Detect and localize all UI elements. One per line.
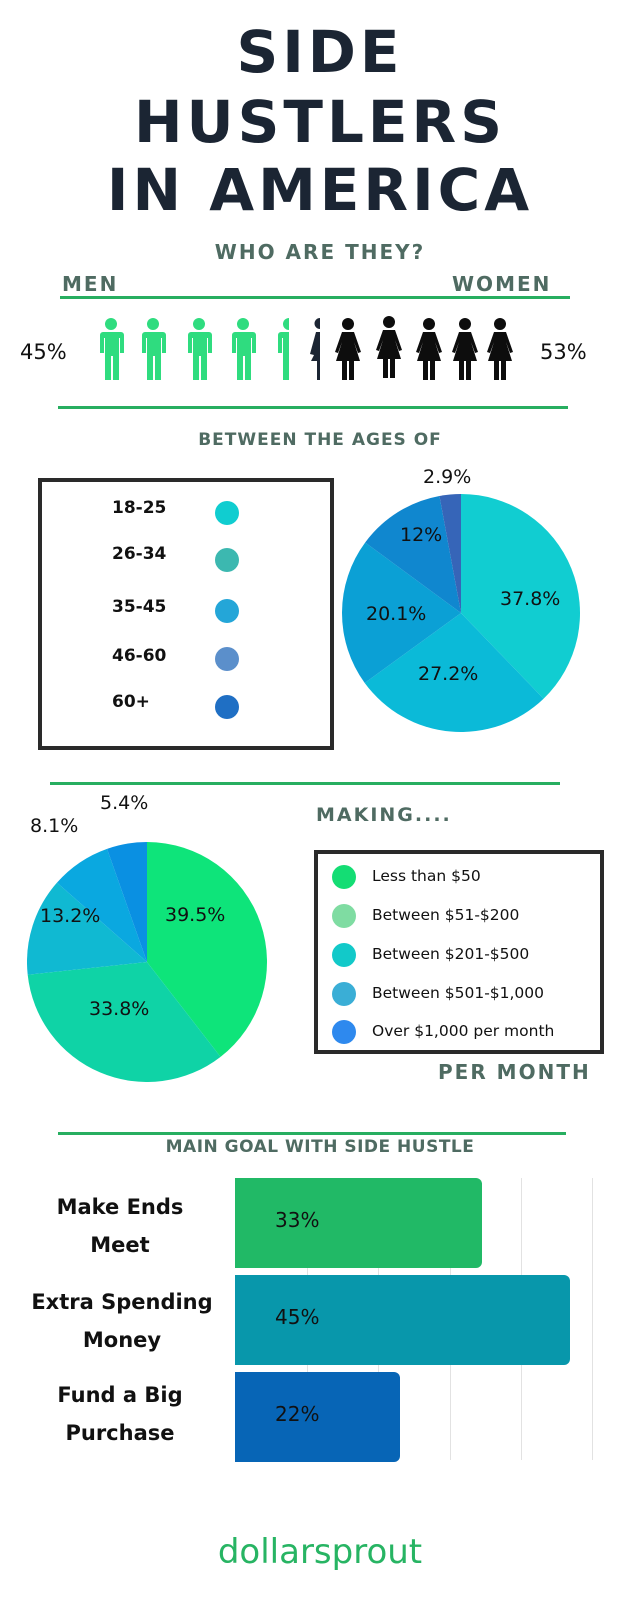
age-slice-label: 20.1% <box>366 603 427 625</box>
ages-heading: BETWEEN THE AGES OF <box>198 430 442 450</box>
divider <box>58 1132 566 1135</box>
women-label: WOMEN <box>452 272 552 296</box>
pie-slice <box>439 494 461 613</box>
age-slice-label: 12% <box>400 524 443 546</box>
income-legend-swatch <box>332 943 356 967</box>
goal-label-line: Extra Spending <box>31 1290 213 1314</box>
income-legend-label: Between $201-$500 <box>372 945 530 963</box>
income-legend-swatch <box>332 1020 356 1044</box>
age-legend-swatch <box>215 599 239 623</box>
pie-slice <box>364 613 544 732</box>
goal-bar-value: 45% <box>275 1305 320 1329</box>
woman-icon <box>376 316 402 378</box>
divider <box>58 406 568 409</box>
pie-slice <box>107 842 147 962</box>
age-slice-label: 37.8% <box>500 588 561 610</box>
age-legend-swatch <box>215 501 239 525</box>
women-percent: 53% <box>540 340 587 364</box>
income-legend: Less than $50 Between $51-$200 Between $… <box>314 850 604 1054</box>
man-icon <box>188 318 212 380</box>
age-legend-label: 35-45 <box>112 597 167 617</box>
goal-label: Make Ends Meet <box>20 1188 220 1264</box>
income-heading: MAKING.... <box>316 804 452 826</box>
income-slice-label: 8.1% <box>30 815 79 837</box>
income-legend-label: Over $1,000 per month <box>372 1022 555 1040</box>
half-woman-icon <box>310 318 320 380</box>
age-slice-label: 27.2% <box>418 663 479 685</box>
income-legend-swatch <box>332 904 356 928</box>
woman-icon <box>452 318 478 380</box>
title-line-3: IN AMERICA <box>106 156 534 224</box>
age-legend-swatch <box>215 548 239 572</box>
title-line-2: HUSTLERS <box>134 88 506 156</box>
age-slice-label: 2.9% <box>423 466 472 488</box>
men-label: MEN <box>62 272 119 296</box>
pie-slice <box>147 842 267 1057</box>
pie-slice <box>56 848 147 962</box>
men-percent: 45% <box>20 340 67 364</box>
age-legend: 18-25 26-34 35-45 46-60 60+ <box>38 478 334 750</box>
income-slice-label: 5.4% <box>100 792 149 814</box>
age-pie-chart <box>342 494 580 732</box>
who-heading: WHO ARE THEY? <box>214 240 426 264</box>
goal-bar: 45% <box>235 1275 570 1365</box>
woman-icon <box>416 318 442 380</box>
age-legend-swatch <box>215 695 239 719</box>
age-legend-swatch <box>215 647 239 671</box>
goal-bar-value: 33% <box>275 1208 320 1232</box>
pie-slice <box>27 962 221 1082</box>
man-icon <box>142 318 166 380</box>
dollarsprout-logo: dollarsprout <box>217 1532 423 1572</box>
goal-label: Fund a Big Purchase <box>20 1376 220 1452</box>
income-legend-swatch <box>332 865 356 889</box>
income-slice-label: 39.5% <box>165 904 226 926</box>
goal-label-line: Money <box>82 1328 162 1352</box>
income-slice-label: 13.2% <box>40 905 101 927</box>
half-man-icon <box>278 318 289 380</box>
gridline <box>592 1178 593 1460</box>
pie-slice <box>461 494 580 699</box>
age-legend-label: 46-60 <box>112 646 167 666</box>
income-legend-label: Less than $50 <box>372 867 481 885</box>
goal-bar: 22% <box>235 1372 400 1462</box>
pie-slice <box>365 495 461 613</box>
pie-slice <box>342 542 461 683</box>
goal-bar: 33% <box>235 1178 482 1268</box>
income-slice-label: 33.8% <box>89 998 150 1020</box>
goal-label-line: Fund a Big <box>57 1383 183 1407</box>
goal-label-line: Meet <box>90 1233 150 1257</box>
woman-icon <box>335 318 361 380</box>
age-legend-label: 26-34 <box>112 544 167 564</box>
goal-bar-value: 22% <box>275 1402 320 1426</box>
goals-heading: MAIN GOAL WITH SIDE HUSTLE <box>165 1137 475 1157</box>
income-legend-label: Between $501-$1,000 <box>372 984 545 1002</box>
age-legend-label: 18-25 <box>112 498 167 518</box>
goal-label-line: Purchase <box>65 1421 175 1445</box>
income-legend-label: Between $51-$200 <box>372 906 520 924</box>
man-icon <box>100 318 124 380</box>
income-legend-swatch <box>332 982 356 1006</box>
age-legend-label: 60+ <box>112 692 150 712</box>
woman-icon <box>487 318 513 380</box>
divider <box>60 296 570 299</box>
pie-slice <box>27 882 147 975</box>
divider <box>50 782 560 785</box>
title-line-1: SIDE <box>236 18 404 86</box>
man-icon <box>232 318 256 380</box>
goal-label: Extra Spending Money <box>22 1283 222 1359</box>
per-month-label: PER MONTH <box>438 1060 591 1084</box>
income-pie-chart <box>27 842 267 1082</box>
goal-label-line: Make Ends <box>56 1195 184 1219</box>
